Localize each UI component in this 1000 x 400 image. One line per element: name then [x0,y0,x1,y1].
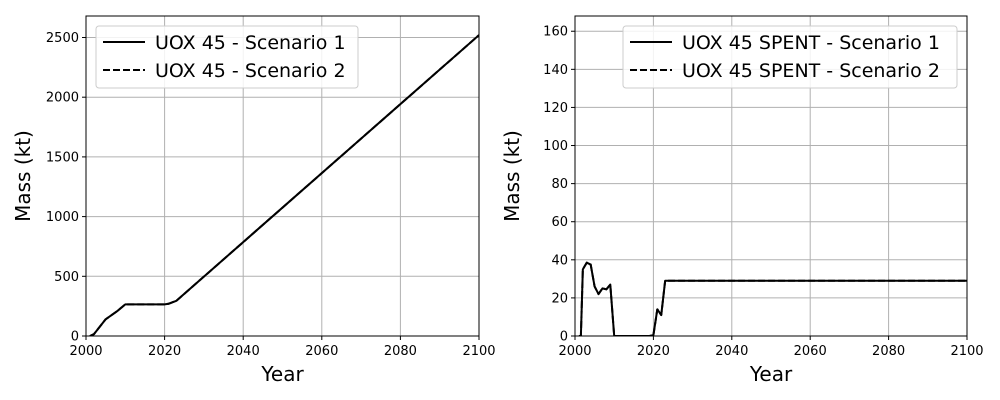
x-tick-label: 2080 [384,344,417,359]
x-tick-label: 2040 [227,344,260,359]
y-tick-label: 120 [543,101,568,116]
x-tick-label: 2020 [148,344,181,359]
legend-label-1: UOX 45 SPENT - Scenario 1 [682,32,940,54]
x-tick-label: 2100 [462,344,495,359]
series-line-1 [578,261,967,336]
legend-label-1: UOX 45 - Scenario 1 [155,32,346,54]
y-tick-label: 160 [543,25,568,40]
y-tick-label: 60 [551,215,568,230]
x-tick-label: 2060 [305,344,338,359]
legend-box [95,25,359,89]
right-chart: 2000 2020 2040 2060 2080 21000204060801001201… [500,15,984,386]
x-tick-label: 2080 [872,344,905,359]
axes-frame [574,15,968,337]
legend-label-2: UOX 45 - Scenario 2 [155,60,346,82]
y-axis-label: Mass (kt) [500,130,524,222]
x-tick-label: 2000 [69,344,102,359]
series-line-2 [89,34,479,336]
series-line-2 [578,261,967,336]
y-tick-label: 500 [54,270,79,285]
legend: UOX 45 SPENT - Scenario 1 UOX 45 SPENT - … [622,25,958,89]
x-axis-label: Year [749,362,793,386]
y-tick-label: 0 [71,330,79,345]
x-tick-label: 2040 [715,344,748,359]
x-axis-label: Year [260,362,304,386]
legend-box [622,25,958,89]
x-tick-label: 2100 [950,344,983,359]
x-tick-label: 2020 [637,344,670,359]
x-tick-label: 2000 [558,344,591,359]
y-tick-label: 100 [543,139,568,154]
y-tick-label: 2500 [46,31,79,46]
x-tick-label: 2060 [794,344,827,359]
y-tick-label: 40 [551,253,568,268]
y-tick-label: 0 [560,330,568,345]
y-tick-label: 140 [543,63,568,78]
axes-frame [85,15,480,337]
legend-label-2: UOX 45 SPENT - Scenario 2 [682,60,940,82]
y-tick-label: 1000 [46,210,79,225]
y-axis-label: Mass (kt) [11,130,35,222]
y-tick-label: 2000 [46,91,79,106]
y-tick-label: 1500 [46,150,79,165]
y-tick-label: 20 [551,291,568,306]
y-tick-label: 80 [551,177,568,192]
left-chart: 2000 2020 2040 2060 2080 2100 0 500 1000 1500 2000… [11,15,496,386]
legend: UOX 45 - Scenario 1 UOX 45 - Scenario 2 [95,25,359,89]
